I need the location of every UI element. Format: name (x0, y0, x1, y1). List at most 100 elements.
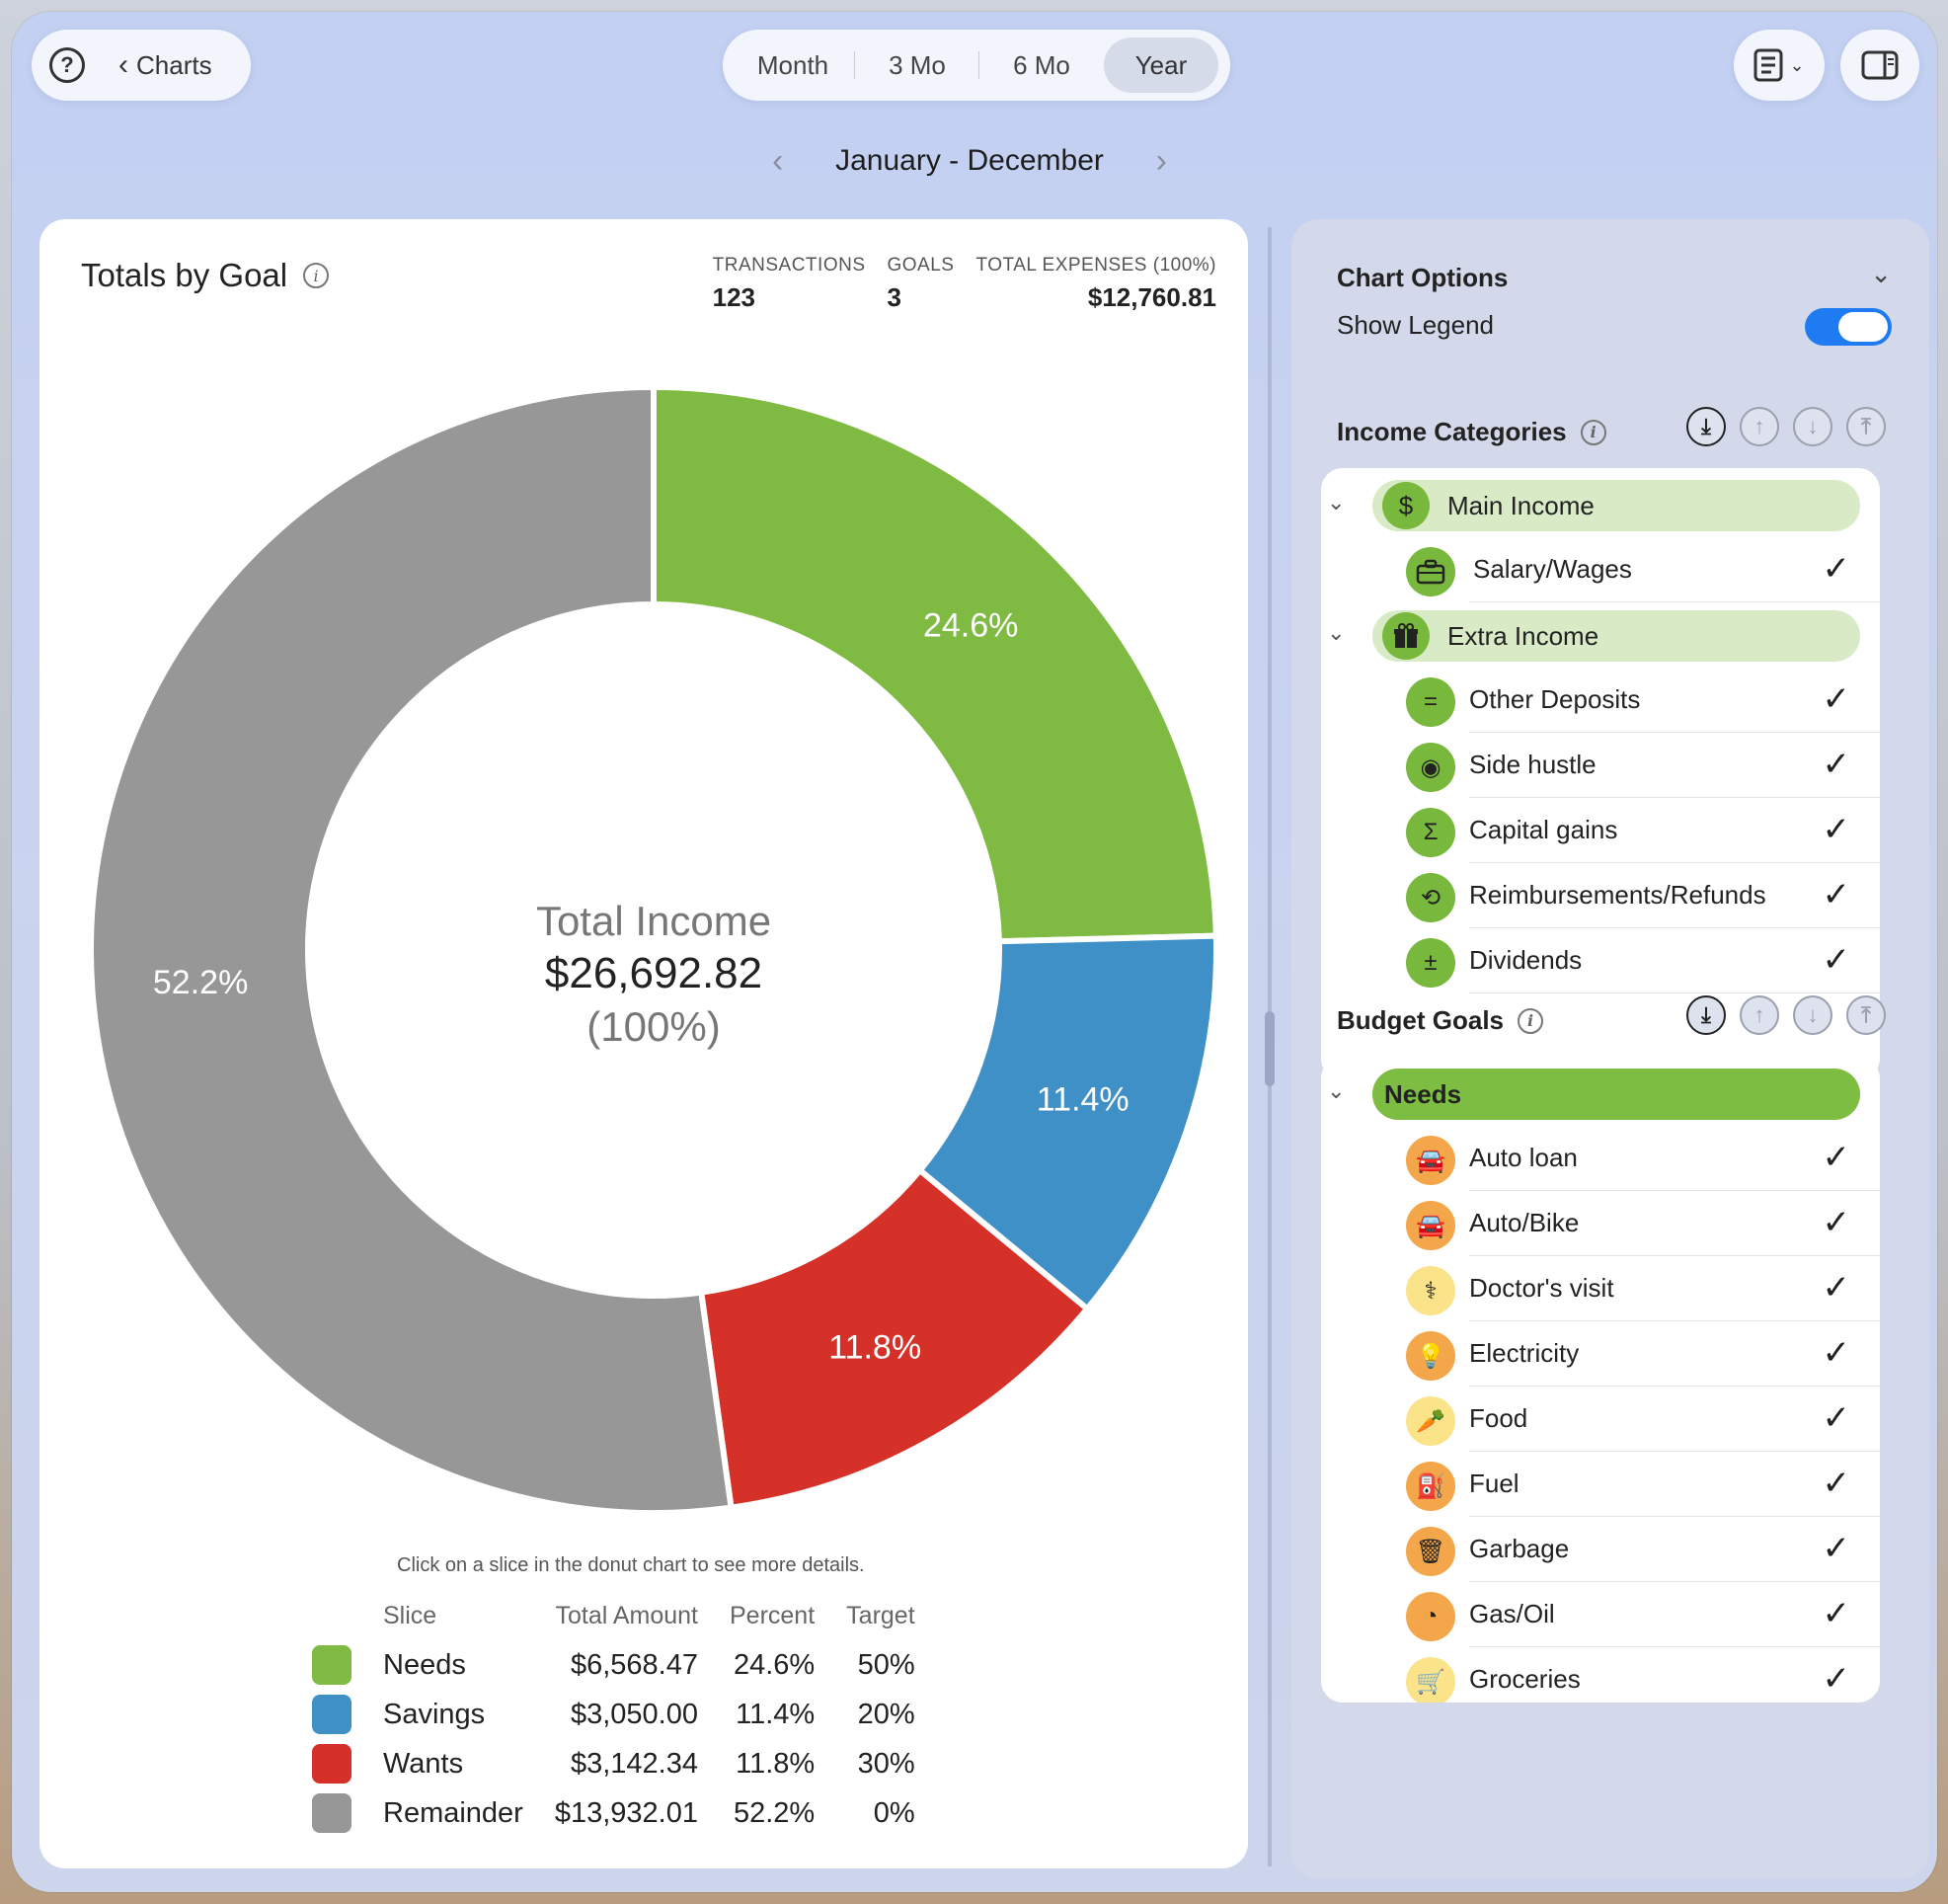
row-divider (1469, 1581, 1880, 1582)
info-icon[interactable]: i (303, 263, 330, 288)
list-item[interactable]: = Other Deposits ✓ (1321, 668, 1880, 733)
trash-icon: 🗑 (1406, 1527, 1455, 1576)
list-item[interactable]: ± Dividends ✓ (1321, 928, 1880, 993)
legend-row[interactable]: Remainder $13,932.01 52.2% 0% (296, 1788, 931, 1838)
legend-row[interactable]: Wants $3,142.34 11.8% 30% (296, 1739, 931, 1788)
chevron-down-icon[interactable]: ⌄ (1327, 1078, 1346, 1103)
item-label: Auto/Bike (1469, 1208, 1580, 1237)
chevron-down-icon[interactable]: ⌄ (1327, 490, 1346, 515)
checkmark-icon[interactable]: ✓ (1822, 941, 1851, 979)
list-item[interactable]: 🚘 Auto loan ✓ (1321, 1126, 1880, 1191)
previous-period-button[interactable]: ‹ (772, 141, 784, 180)
move-to-bottom-icon[interactable]: ⤓ (1686, 407, 1726, 446)
legend-target: 50% (857, 1648, 915, 1681)
move-to-bottom-icon[interactable]: ⤓ (1686, 995, 1726, 1035)
chart-hint: Click on a slice in the donut chart to s… (397, 1554, 865, 1576)
list-item[interactable]: ⛽ Fuel ✓ (1321, 1452, 1880, 1517)
info-icon[interactable]: i (1580, 419, 1606, 445)
checkmark-icon[interactable]: ✓ (1822, 550, 1851, 588)
checkmark-icon[interactable]: ✓ (1822, 1139, 1851, 1176)
list-item[interactable]: ⟲ Reimbursements/Refunds ✓ (1321, 863, 1880, 928)
list-item[interactable]: 🚘 Auto/Bike ✓ (1321, 1191, 1880, 1256)
checkmark-icon[interactable]: ✓ (1822, 811, 1851, 848)
group-extra-income[interactable]: ⌄ Extra Income (1321, 602, 1880, 668)
list-item[interactable]: 🛒 Groceries ✓ (1321, 1647, 1880, 1703)
item-label: Auto loan (1469, 1143, 1578, 1172)
stat-goals: GOALS 3 (888, 255, 955, 313)
move-down-icon[interactable]: ↓ (1793, 407, 1832, 446)
lightbulb-icon: 💡 (1406, 1331, 1455, 1381)
split-handle[interactable] (1265, 1011, 1275, 1086)
legend-swatch-cell (296, 1690, 367, 1739)
list-item[interactable]: 🗑 Garbage ✓ (1321, 1517, 1880, 1582)
move-up-icon[interactable]: ↑ (1740, 407, 1779, 446)
show-legend-label: Show Legend (1337, 310, 1495, 340)
list-item[interactable]: ◔ Gas/Oil ✓ (1321, 1582, 1880, 1647)
group-needs[interactable]: ⌄ Needs (1321, 1061, 1880, 1126)
list-item[interactable]: Salary/Wages ✓ (1321, 537, 1880, 602)
legend-percent: 11.8% (736, 1747, 816, 1780)
nav-pill: ? ‹ Charts (32, 30, 251, 101)
list-item[interactable]: 🥕 Food ✓ (1321, 1387, 1880, 1452)
income-category-list: ⌄ $ Main Income Salary/Wages ✓ ⌄ (1321, 468, 1880, 1080)
checkmark-icon[interactable]: ✓ (1822, 1334, 1851, 1372)
checkmark-icon[interactable]: ✓ (1822, 1530, 1851, 1567)
segment-month[interactable]: Month (731, 38, 855, 93)
report-menu-button[interactable]: ⌄ (1734, 30, 1825, 101)
donut-slice-needs[interactable] (651, 384, 1219, 945)
legend-row[interactable]: Savings $3,050.00 11.4% 20% (296, 1690, 931, 1739)
move-to-top-icon[interactable]: ⤒ (1846, 995, 1886, 1035)
legend-amount: $3,050.00 (570, 1698, 698, 1730)
back-button[interactable]: ‹ Charts (118, 48, 212, 82)
legend-swatch (312, 1744, 351, 1784)
briefcase-icon (1406, 547, 1455, 596)
checkmark-icon[interactable]: ✓ (1822, 1660, 1851, 1698)
checkmark-icon[interactable]: ✓ (1822, 1204, 1851, 1241)
group-label: Extra Income (1447, 620, 1599, 651)
toggle-sidebar-button[interactable] (1840, 30, 1919, 101)
car-icon: 🚘 (1406, 1201, 1455, 1250)
chevron-down-icon[interactable]: ⌄ (1327, 620, 1346, 645)
checkmark-icon[interactable]: ✓ (1822, 876, 1851, 913)
checkmark-icon[interactable]: ✓ (1822, 1465, 1851, 1502)
item-label: Other Deposits (1469, 684, 1641, 714)
checkmark-icon[interactable]: ✓ (1822, 680, 1851, 718)
checkmark-icon[interactable]: ✓ (1822, 1595, 1851, 1632)
move-up-icon[interactable]: ↑ (1740, 995, 1779, 1035)
help-icon[interactable]: ? (49, 47, 85, 83)
list-item[interactable]: ◉ Side hustle ✓ (1321, 733, 1880, 798)
segment-year[interactable]: Year (1104, 38, 1218, 93)
row-divider (1469, 1386, 1880, 1387)
move-down-icon[interactable]: ↓ (1793, 995, 1832, 1035)
move-to-top-icon[interactable]: ⤒ (1846, 407, 1886, 446)
legend-target: 0% (873, 1796, 915, 1829)
donut-slice-wants[interactable] (698, 1167, 1091, 1511)
group-main-income[interactable]: ⌄ $ Main Income (1321, 472, 1880, 537)
budget-sort-controls: ⤓ ↑ ↓ ⤒ (1686, 995, 1886, 1035)
next-period-button[interactable]: › (1155, 141, 1167, 180)
segment-6mo[interactable]: 6 Mo (1013, 49, 1070, 80)
fuel-pump-icon: ⛽ (1406, 1462, 1455, 1511)
item-label: Groceries (1469, 1664, 1581, 1694)
item-label: Side hustle (1469, 750, 1597, 779)
carrot-icon: 🥕 (1406, 1396, 1455, 1446)
checkmark-icon[interactable]: ✓ (1822, 746, 1851, 783)
donut-slice-remainder[interactable] (87, 384, 735, 1516)
donut-chart[interactable]: 24.6% 11.4% 11.8% 52.2% Total Income $26,69… (39, 357, 1248, 1543)
slice-label-wants: 11.8% (828, 1329, 921, 1367)
info-icon[interactable]: i (1518, 1007, 1544, 1034)
chevron-down-icon: ⌄ (1789, 54, 1805, 75)
checkmark-icon[interactable]: ✓ (1822, 1399, 1851, 1437)
checkmark-icon[interactable]: ✓ (1822, 1269, 1851, 1307)
stat-value: 3 (887, 282, 901, 312)
list-item[interactable]: ⚕ Doctor's visit ✓ (1321, 1256, 1880, 1321)
list-item[interactable]: 💡 Electricity ✓ (1321, 1321, 1880, 1387)
legend-amount: $6,568.47 (570, 1648, 698, 1681)
chevron-down-icon[interactable]: ⌄ (1870, 259, 1892, 288)
segment-3mo[interactable]: 3 Mo (855, 38, 979, 93)
date-range-label: January - December (835, 144, 1104, 177)
sigma-icon: Σ (1406, 808, 1455, 857)
legend-row[interactable]: Needs $6,568.47 24.6% 50% (296, 1640, 931, 1690)
show-legend-toggle[interactable] (1805, 308, 1892, 346)
list-item[interactable]: Σ Capital gains ✓ (1321, 798, 1880, 863)
